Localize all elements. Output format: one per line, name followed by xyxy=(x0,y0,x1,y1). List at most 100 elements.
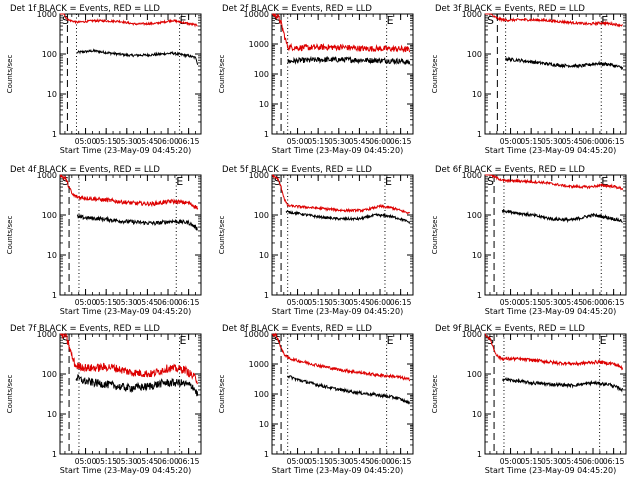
y-axis-label: Counts/sec xyxy=(431,375,439,414)
chart-title: Det 3f BLACK = Events, RED = LLD xyxy=(435,4,585,14)
plot-frame xyxy=(484,333,627,455)
x-tick-label: 05:15 xyxy=(307,137,329,146)
chart-title: Det 6f BLACK = Events, RED = LLD xyxy=(435,165,585,175)
y-tick-label: 1000 xyxy=(37,10,57,19)
x-tick-label: 05:15 xyxy=(307,457,329,466)
start-marker-label: S xyxy=(274,14,281,27)
chart-panel-8: Det 8f BLACK = Events, RED = LLD Counts/s… xyxy=(218,324,414,475)
x-axis-label: Start Time (23-May-09 04:45:20) xyxy=(485,146,616,155)
series-line-events xyxy=(75,374,199,397)
x-axis-label: Start Time (23-May-09 04:45:20) xyxy=(272,466,403,475)
y-axis-label: Counts/sec xyxy=(431,216,439,255)
x-tick-label: 06:15 xyxy=(603,457,625,466)
y-tick-label: 1000 xyxy=(462,171,482,180)
chart-panel-2: Det 2f BLACK = Events, RED = LLD Counts/s… xyxy=(218,4,414,155)
y-tick-label: 10 xyxy=(47,90,57,99)
x-tick-label: 06:15 xyxy=(178,298,200,307)
y-axis-label: Counts/sec xyxy=(218,55,226,94)
series-line-events xyxy=(287,375,411,405)
chart-panel-3: Det 3f BLACK = Events, RED = LLD Counts/s… xyxy=(431,4,627,155)
y-tick-label: 1000 xyxy=(249,360,269,369)
y-tick-label: 1 xyxy=(477,130,482,139)
x-tick-label: 05:00 xyxy=(500,137,522,146)
y-tick-label: 1000 xyxy=(462,330,482,339)
chart-title: Det 1f BLACK = Events, RED = LLD xyxy=(10,4,160,14)
y-tick-label: 1 xyxy=(52,130,57,139)
series-line-lld xyxy=(271,13,411,54)
end-marker-label: E xyxy=(601,175,608,188)
y-tick-label: 1000 xyxy=(37,330,57,339)
x-tick-label: 05:30 xyxy=(541,137,563,146)
x-tick-label: 05:00 xyxy=(287,137,309,146)
series-line-events xyxy=(285,209,411,225)
x-tick-label: 06:15 xyxy=(603,298,625,307)
y-tick-label: 1000 xyxy=(37,171,57,180)
y-axis-label: Counts/sec xyxy=(218,375,226,414)
x-tick-label: 05:00 xyxy=(287,298,309,307)
y-tick-label: 10 xyxy=(47,251,57,260)
chart-panel-1: Det 1f BLACK = Events, RED = LLD Counts/s… xyxy=(6,4,202,155)
y-axis-label: Counts/sec xyxy=(6,216,14,255)
series-line-lld xyxy=(485,174,624,191)
x-tick-label: 05:00 xyxy=(500,298,522,307)
y-tick-label: 1000 xyxy=(462,10,482,19)
series-line-lld xyxy=(271,332,411,382)
y-tick-label: 1 xyxy=(477,291,482,300)
end-marker-label: E xyxy=(600,334,607,347)
series-line-events xyxy=(505,56,624,71)
series-line-lld xyxy=(485,333,624,371)
y-tick-label: 1 xyxy=(264,291,269,300)
y-tick-label: 10 xyxy=(259,420,269,429)
start-marker-label: S xyxy=(62,334,69,347)
x-tick-label: 05:15 xyxy=(520,137,542,146)
y-tick-label: 100 xyxy=(254,390,269,399)
x-tick-label: 05:15 xyxy=(520,457,542,466)
y-tick-label: 1 xyxy=(264,130,269,139)
x-tick-label: 06:00 xyxy=(369,457,391,466)
x-tick-label: 05:00 xyxy=(75,298,97,307)
plot-frame xyxy=(484,174,627,296)
y-tick-label: 100 xyxy=(467,370,482,379)
y-tick-label: 1 xyxy=(477,450,482,459)
x-axis-label: Start Time (23-May-09 04:45:20) xyxy=(485,307,616,316)
y-tick-label: 10 xyxy=(259,100,269,109)
x-tick-label: 05:30 xyxy=(328,298,350,307)
series-line-events xyxy=(501,209,623,224)
end-marker-label: E xyxy=(387,334,394,347)
x-tick-label: 06:00 xyxy=(369,137,391,146)
x-tick-label: 06:00 xyxy=(157,137,179,146)
plot-frame xyxy=(59,174,202,296)
x-tick-label: 05:45 xyxy=(349,457,371,466)
start-marker-label: S xyxy=(487,14,494,27)
x-tick-label: 05:45 xyxy=(137,137,159,146)
plot-frame xyxy=(59,13,202,135)
y-tick-label: 100 xyxy=(254,211,269,220)
chart-title: Det 8f BLACK = Events, RED = LLD xyxy=(222,324,372,334)
series-line-lld xyxy=(59,174,199,210)
x-axis-label: Start Time (23-May-09 04:45:20) xyxy=(485,466,616,475)
series-line-lld xyxy=(271,174,411,215)
x-tick-label: 06:15 xyxy=(603,137,625,146)
x-tick-label: 05:45 xyxy=(349,298,371,307)
series-line-events xyxy=(76,48,199,65)
x-tick-label: 05:30 xyxy=(116,457,138,466)
x-tick-label: 05:15 xyxy=(520,298,542,307)
y-tick-label: 10 xyxy=(259,251,269,260)
series-line-events xyxy=(76,213,198,231)
x-tick-label: 05:00 xyxy=(287,457,309,466)
y-tick-label: 1 xyxy=(52,450,57,459)
x-tick-label: 05:15 xyxy=(95,298,117,307)
x-tick-label: 05:30 xyxy=(116,137,138,146)
plot-frame xyxy=(59,333,202,455)
end-marker-label: E xyxy=(387,14,394,27)
x-tick-label: 05:45 xyxy=(137,457,159,466)
start-marker-label: S xyxy=(487,175,494,188)
end-marker-label: E xyxy=(180,334,187,347)
y-tick-label: 1000 xyxy=(249,171,269,180)
y-tick-label: 10 xyxy=(472,251,482,260)
x-tick-label: 05:30 xyxy=(328,137,350,146)
x-tick-label: 06:15 xyxy=(390,137,412,146)
series-line-lld xyxy=(485,13,623,28)
y-tick-label: 100 xyxy=(42,50,57,59)
